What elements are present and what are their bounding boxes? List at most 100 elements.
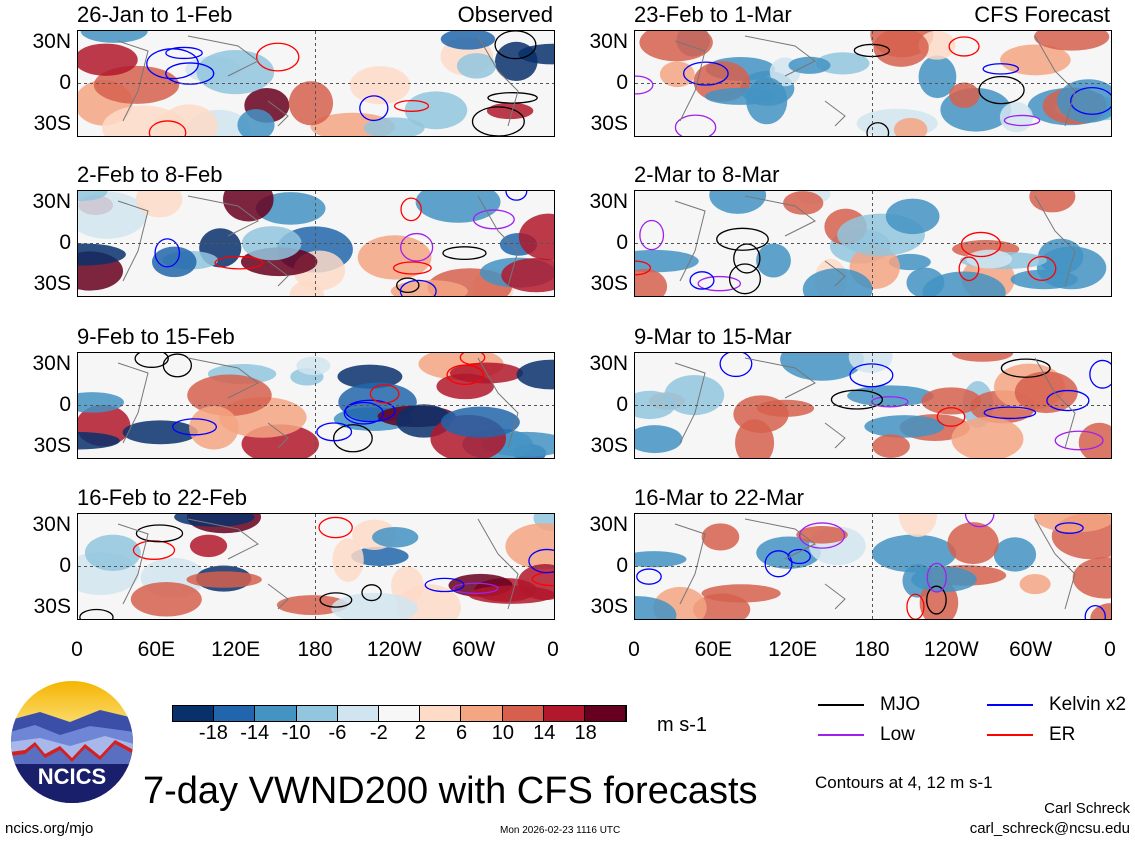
anomaly-blob — [1078, 422, 1111, 458]
author: Carl Schreck — [1044, 800, 1130, 817]
lat-tick-label: 0 — [59, 71, 71, 94]
contour — [316, 422, 353, 442]
contour — [452, 582, 499, 595]
contour — [1054, 430, 1104, 451]
logo-text: NCICS — [37, 764, 107, 789]
panel-title: 26-Jan to 1-Feb — [77, 2, 233, 27]
legend-line — [818, 704, 864, 706]
anomaly-blob — [999, 102, 1033, 133]
lon-tick-label: 60E — [694, 638, 733, 661]
colorbar-tick-label: 10 — [491, 722, 515, 744]
figure-title: 7-day VWND200 with CFS forecasts — [143, 770, 758, 812]
anomaly-blob — [921, 387, 982, 415]
anomaly-blob — [635, 551, 687, 568]
contour — [926, 585, 947, 615]
anomaly-blob — [756, 536, 821, 569]
anomaly-blob — [922, 271, 1006, 296]
contour — [1054, 522, 1084, 534]
colorbar-tick-label: 18 — [574, 722, 597, 744]
ncics-logo: NCICS — [10, 680, 134, 804]
anomaly-blob — [363, 117, 425, 136]
panel-title: 9-Feb to 15-Feb — [77, 324, 235, 349]
contour — [639, 219, 665, 251]
colorbar-tick-label: -18 — [198, 722, 228, 744]
anomaly-blob — [351, 546, 409, 566]
colorbar-swatch — [378, 706, 421, 721]
contour — [214, 255, 264, 270]
contour — [424, 577, 465, 593]
anomaly-blob — [911, 566, 977, 593]
anomaly-blob — [635, 268, 668, 296]
anomaly-blob — [516, 359, 554, 390]
anomaly-blob — [122, 420, 198, 445]
lat-tick-label: 30N — [589, 190, 628, 213]
contour — [165, 62, 215, 85]
anomaly-blob — [780, 353, 864, 381]
anomaly-blob — [289, 280, 325, 296]
anomaly-blob — [296, 356, 331, 376]
anomaly-blob — [78, 243, 126, 266]
colorbar-swatch — [296, 706, 338, 721]
anomaly-blob — [276, 595, 348, 615]
anomaly-blob — [906, 267, 945, 296]
anomaly-blob — [80, 31, 148, 43]
contour — [849, 363, 894, 388]
anomaly-blob — [966, 249, 1013, 269]
contour — [964, 514, 995, 528]
site-link[interactable]: ncics.org/mjo — [5, 820, 94, 837]
colorbar-tick-label: 6 — [455, 722, 468, 744]
lat-tick-label: 30N — [32, 190, 71, 213]
panel-tag: CFS Forecast — [974, 2, 1110, 27]
anomaly-blob — [848, 353, 893, 374]
anomaly-blob — [505, 523, 554, 570]
contour — [359, 95, 389, 122]
contour — [733, 243, 761, 274]
contour — [1084, 604, 1106, 619]
lon-tick-label: 60W — [452, 638, 496, 661]
anomaly-blob — [518, 213, 554, 261]
anomaly-blob — [947, 522, 999, 565]
lon-tick-label: 180 — [854, 638, 890, 661]
map-panel — [634, 352, 1112, 459]
anomaly-blob — [993, 537, 1037, 572]
colorbar-swatch — [584, 706, 627, 721]
coastlines — [117, 35, 519, 127]
colorbar-swatch — [543, 706, 585, 721]
contour — [764, 550, 793, 578]
legend-label: ER — [1049, 724, 1076, 745]
contour — [906, 593, 925, 619]
anomaly-blob — [664, 374, 725, 416]
contour — [978, 75, 1025, 105]
anomaly-blob — [1014, 371, 1078, 414]
coastlines — [674, 195, 1076, 287]
anomaly-blob — [783, 191, 824, 215]
contour — [472, 209, 515, 230]
lat-tick-label: 0 — [616, 231, 628, 254]
panel-title: 2-Feb to 8-Feb — [77, 162, 223, 187]
contour — [871, 396, 909, 408]
anomaly-blob — [237, 109, 275, 136]
coastlines — [117, 357, 519, 449]
contour — [369, 384, 400, 404]
colorbar-tick-label: 2 — [414, 722, 426, 744]
contour — [487, 92, 538, 104]
coastlines — [117, 195, 519, 287]
lat-tick-label: 0 — [616, 393, 628, 416]
anomaly-blob — [189, 405, 239, 450]
lat-tick-label: 30S — [590, 595, 628, 618]
contour — [926, 562, 947, 593]
contour — [1089, 359, 1111, 389]
contour — [983, 406, 1037, 420]
panel-title: 9-Mar to 15-Mar — [634, 324, 792, 349]
lat-tick-label: 0 — [616, 554, 628, 577]
anomaly-blob — [456, 53, 497, 79]
lon-tick-label: 60W — [1009, 638, 1053, 661]
contour — [719, 353, 753, 378]
email[interactable]: carl_schreck@ncsu.edu — [969, 820, 1130, 837]
legend-line — [987, 734, 1033, 736]
lon-tick-label: 120W — [366, 638, 422, 661]
legend-line — [987, 704, 1033, 706]
anomaly-blob — [78, 191, 108, 202]
anomaly-blob — [187, 374, 272, 416]
